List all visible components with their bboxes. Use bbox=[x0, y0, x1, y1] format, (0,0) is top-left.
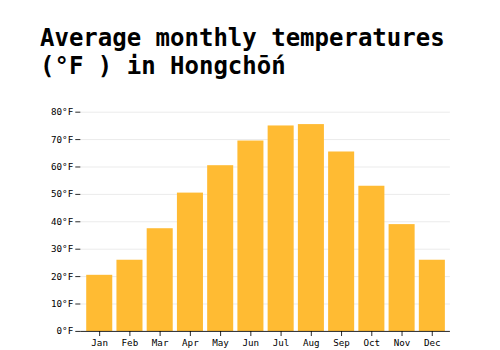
svg-text:Apr: Apr bbox=[182, 336, 199, 347]
svg-text:0°F: 0°F bbox=[57, 325, 74, 336]
svg-text:Aug: Aug bbox=[303, 336, 320, 347]
svg-text:30°F: 30°F bbox=[51, 243, 73, 254]
svg-text:40°F: 40°F bbox=[51, 216, 73, 227]
svg-text:10°F: 10°F bbox=[51, 298, 73, 309]
svg-text:Oct: Oct bbox=[363, 336, 380, 347]
svg-text:Sep: Sep bbox=[333, 336, 350, 347]
svg-text:60°F: 60°F bbox=[51, 161, 73, 172]
svg-text:80°F: 80°F bbox=[51, 106, 73, 117]
svg-text:Dec: Dec bbox=[424, 336, 441, 347]
html-text:Average monthly temperatures (: Average monthly temperatures (°F ) in Ho… bbox=[40, 23, 445, 80]
svg-text:Jan: Jan bbox=[91, 336, 108, 347]
svg-text:Mar: Mar bbox=[152, 336, 169, 347]
svg-text:May: May bbox=[212, 336, 229, 347]
svg-text:20°F: 20°F bbox=[51, 270, 73, 281]
svg-text:Nov: Nov bbox=[394, 336, 411, 347]
svg-text:50°F: 50°F bbox=[51, 188, 73, 199]
svg-text:Feb: Feb bbox=[122, 336, 139, 347]
svg-text:Jun: Jun bbox=[243, 336, 260, 347]
svg-text:Jul: Jul bbox=[273, 336, 290, 347]
svg-text:70°F: 70°F bbox=[51, 133, 73, 144]
